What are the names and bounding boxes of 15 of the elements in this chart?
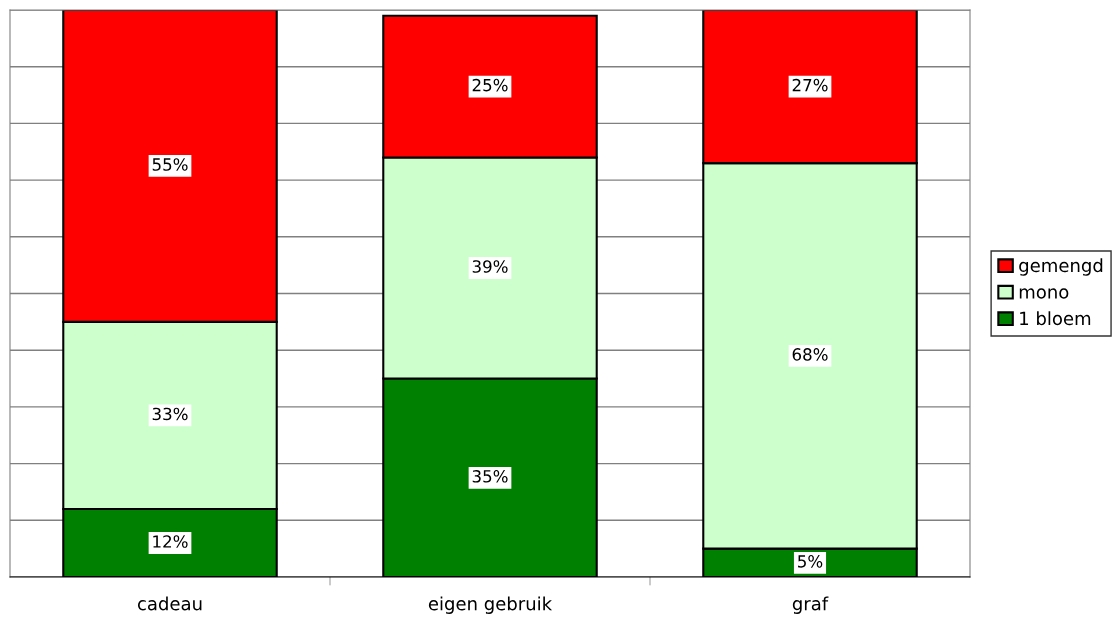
- data-label: 35%: [472, 470, 508, 483]
- x-tick-label: eigen gebruik: [428, 596, 553, 614]
- x-tick-label: graf: [792, 596, 829, 614]
- data-label: 25%: [472, 78, 508, 92]
- data-label: 12%: [153, 535, 188, 548]
- data-label: 27%: [792, 78, 828, 92]
- legend-label: 1 bloem: [1020, 311, 1091, 326]
- legend-label: mono: [1019, 288, 1069, 299]
- data-label: 39%: [472, 260, 508, 273]
- data-label: 5%: [798, 555, 823, 568]
- x-tick-label: cadeau: [137, 596, 202, 611]
- data-label: 68%: [792, 348, 828, 361]
- data-label: 33%: [152, 407, 188, 421]
- data-label: 55%: [152, 158, 188, 171]
- legend-label: gemengd: [1019, 258, 1103, 276]
